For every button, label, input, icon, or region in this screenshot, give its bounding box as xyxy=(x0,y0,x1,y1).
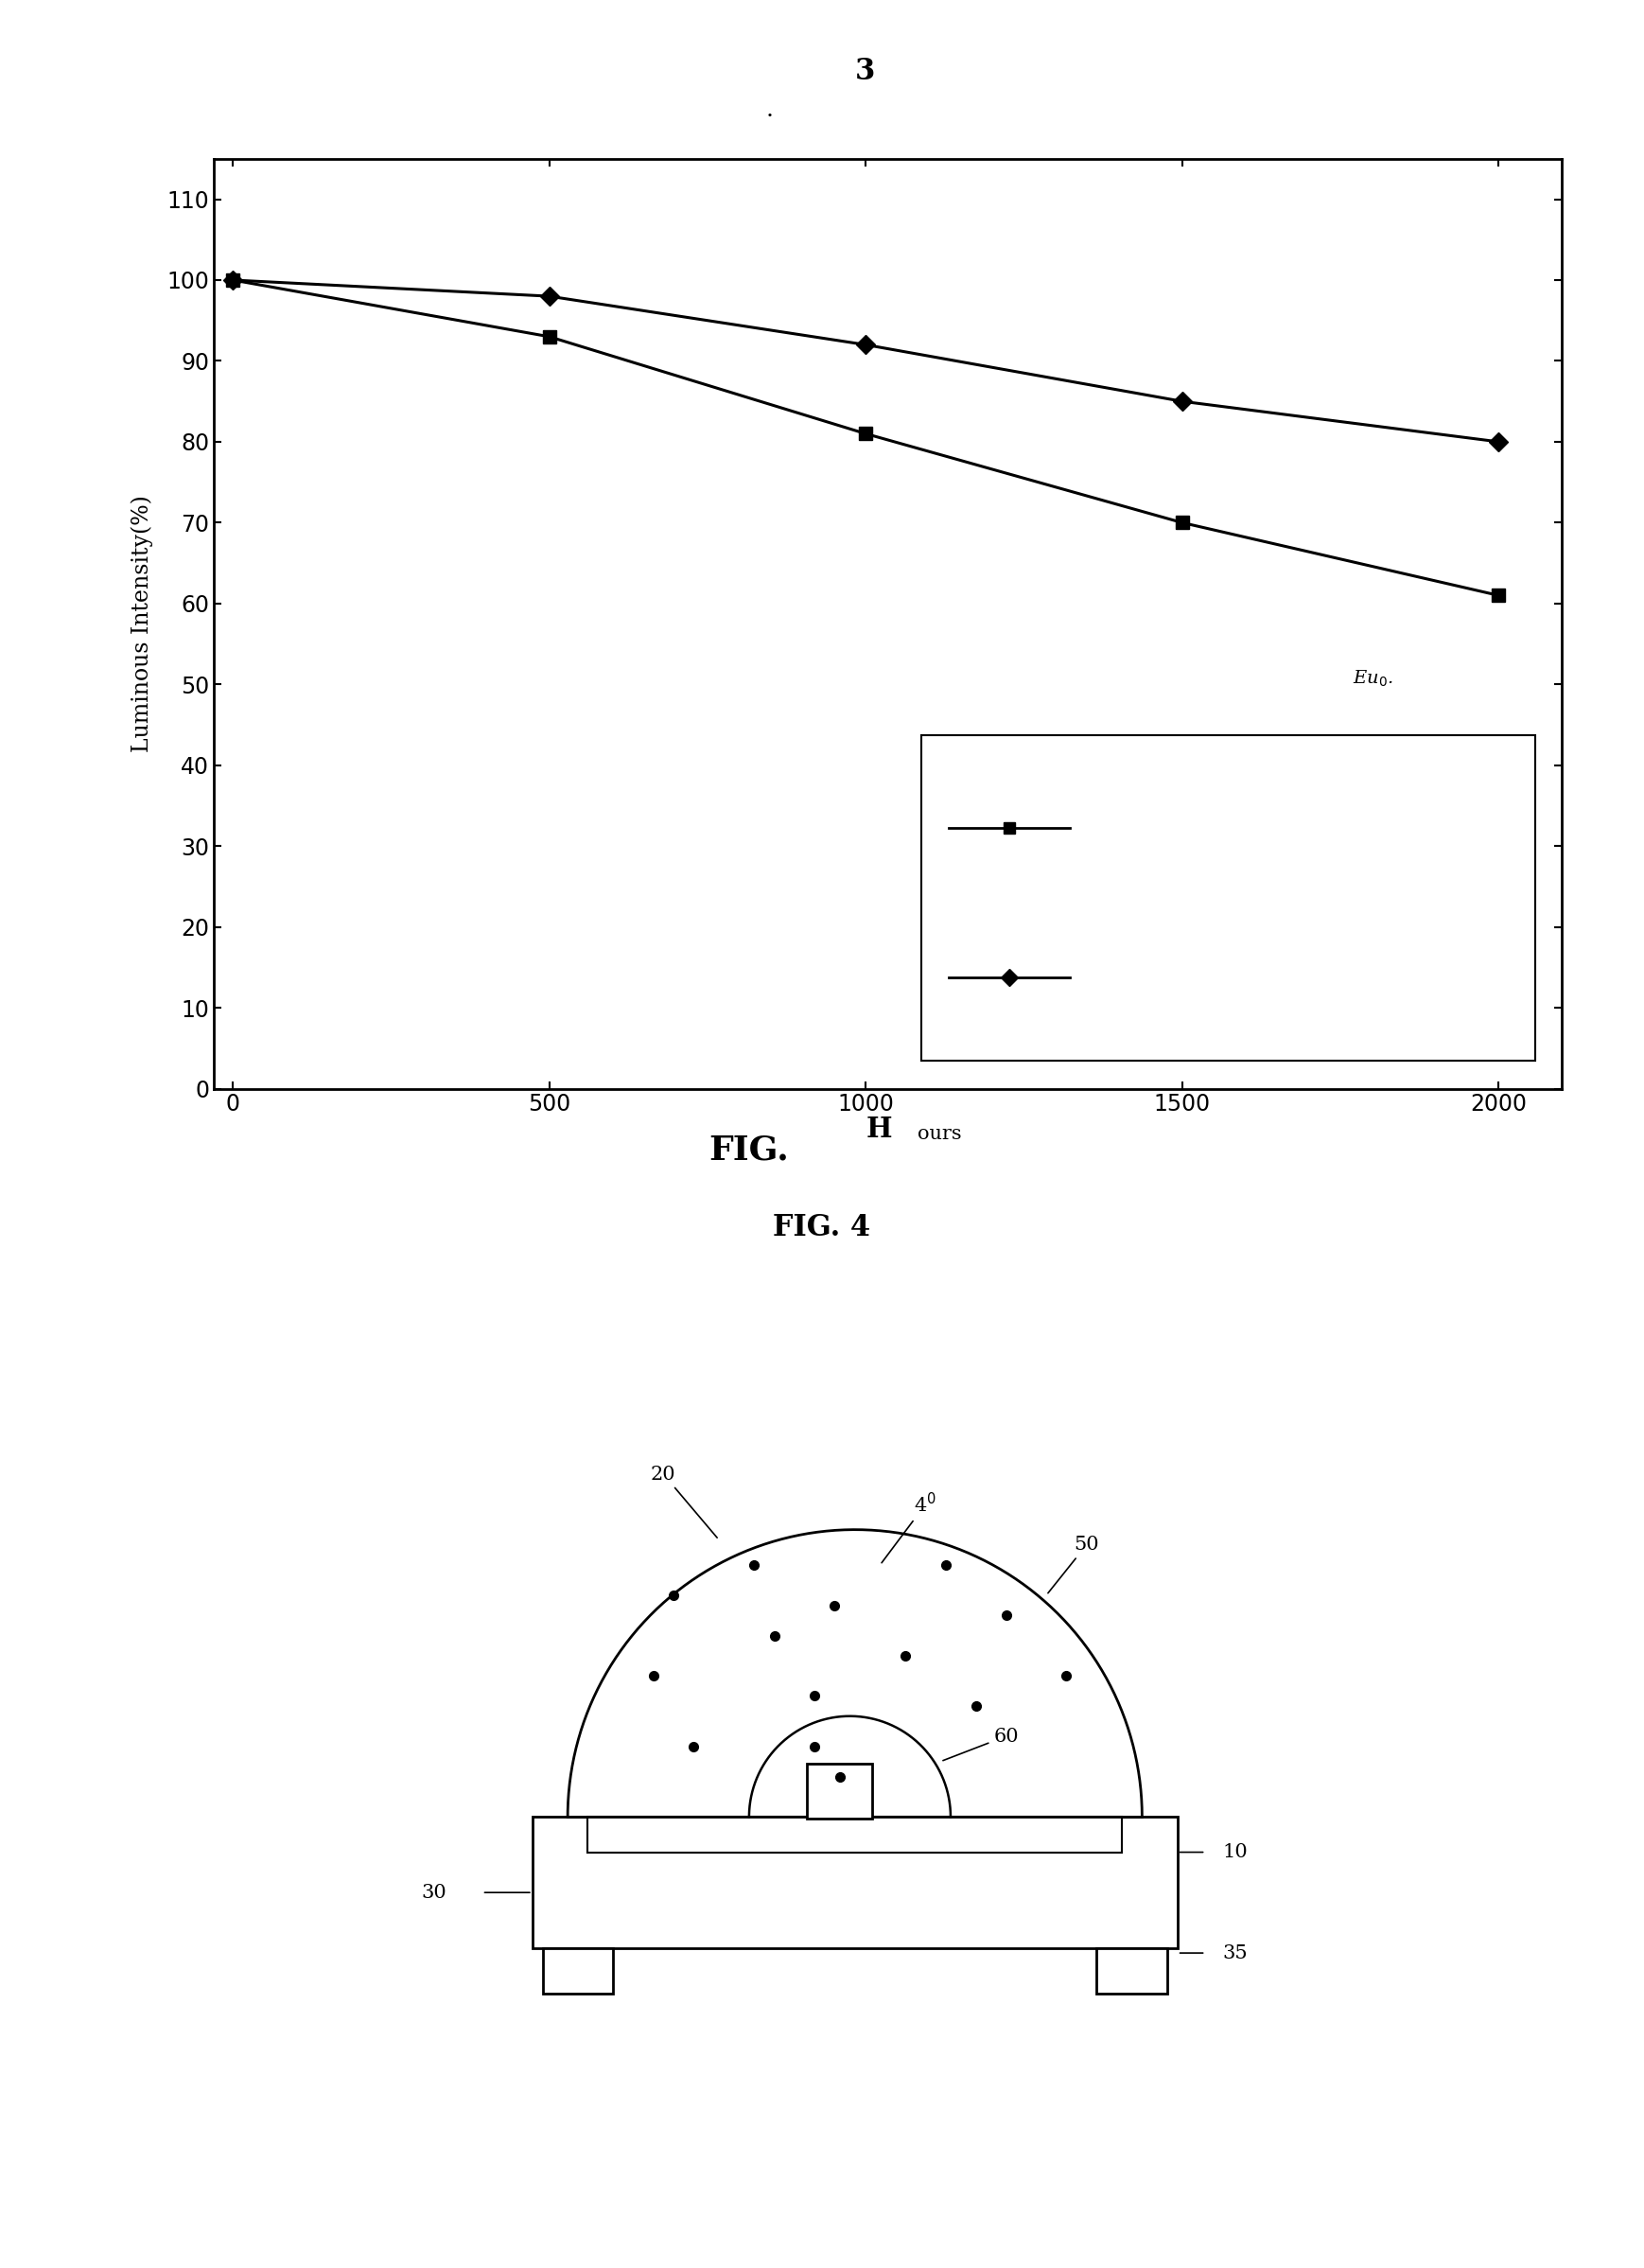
Text: 60: 60 xyxy=(944,1728,1019,1760)
Text: 50: 50 xyxy=(1047,1535,1100,1592)
Text: FIG.: FIG. xyxy=(709,1134,789,1166)
Text: ours: ours xyxy=(917,1125,962,1143)
Text: Eu: Eu xyxy=(1190,885,1215,903)
Text: 20: 20 xyxy=(651,1465,717,1538)
Text: Ca$_{0.987}$: Ca$_{0.987}$ xyxy=(1097,966,1159,987)
Bar xyxy=(533,1817,1177,1948)
Text: $_{0\,.003}$Pb$_{0.01}$S: $_{0\,.003}$Pb$_{0.01}$S xyxy=(1379,966,1481,987)
Text: 35: 35 xyxy=(1223,1944,1248,1962)
Text: $_{9}$: $_{9}$ xyxy=(1286,875,1294,891)
Y-axis label: Luminous Intensity(%): Luminous Intensity(%) xyxy=(132,494,153,753)
Text: 4$^0$: 4$^0$ xyxy=(881,1492,937,1563)
Bar xyxy=(1097,1948,1167,1994)
Text: 3: 3 xyxy=(855,57,875,86)
Bar xyxy=(807,1765,873,1819)
Bar xyxy=(589,1817,1121,1853)
Bar xyxy=(921,735,1535,1061)
Text: 30: 30 xyxy=(421,1882,447,1901)
Text: FIG. 4: FIG. 4 xyxy=(773,1213,871,1243)
Bar xyxy=(543,1948,613,1994)
Text: 10: 10 xyxy=(1223,1844,1248,1862)
Text: $_{003}$S: $_{003}$S xyxy=(1353,792,1389,810)
Text: H: H xyxy=(866,1116,893,1143)
Text: .: . xyxy=(766,100,773,122)
Text: Eu$_{0}$.: Eu$_{0}$. xyxy=(1353,669,1394,689)
Text: Ca$_{0.\,97}$: Ca$_{0.\,97}$ xyxy=(1097,819,1156,839)
